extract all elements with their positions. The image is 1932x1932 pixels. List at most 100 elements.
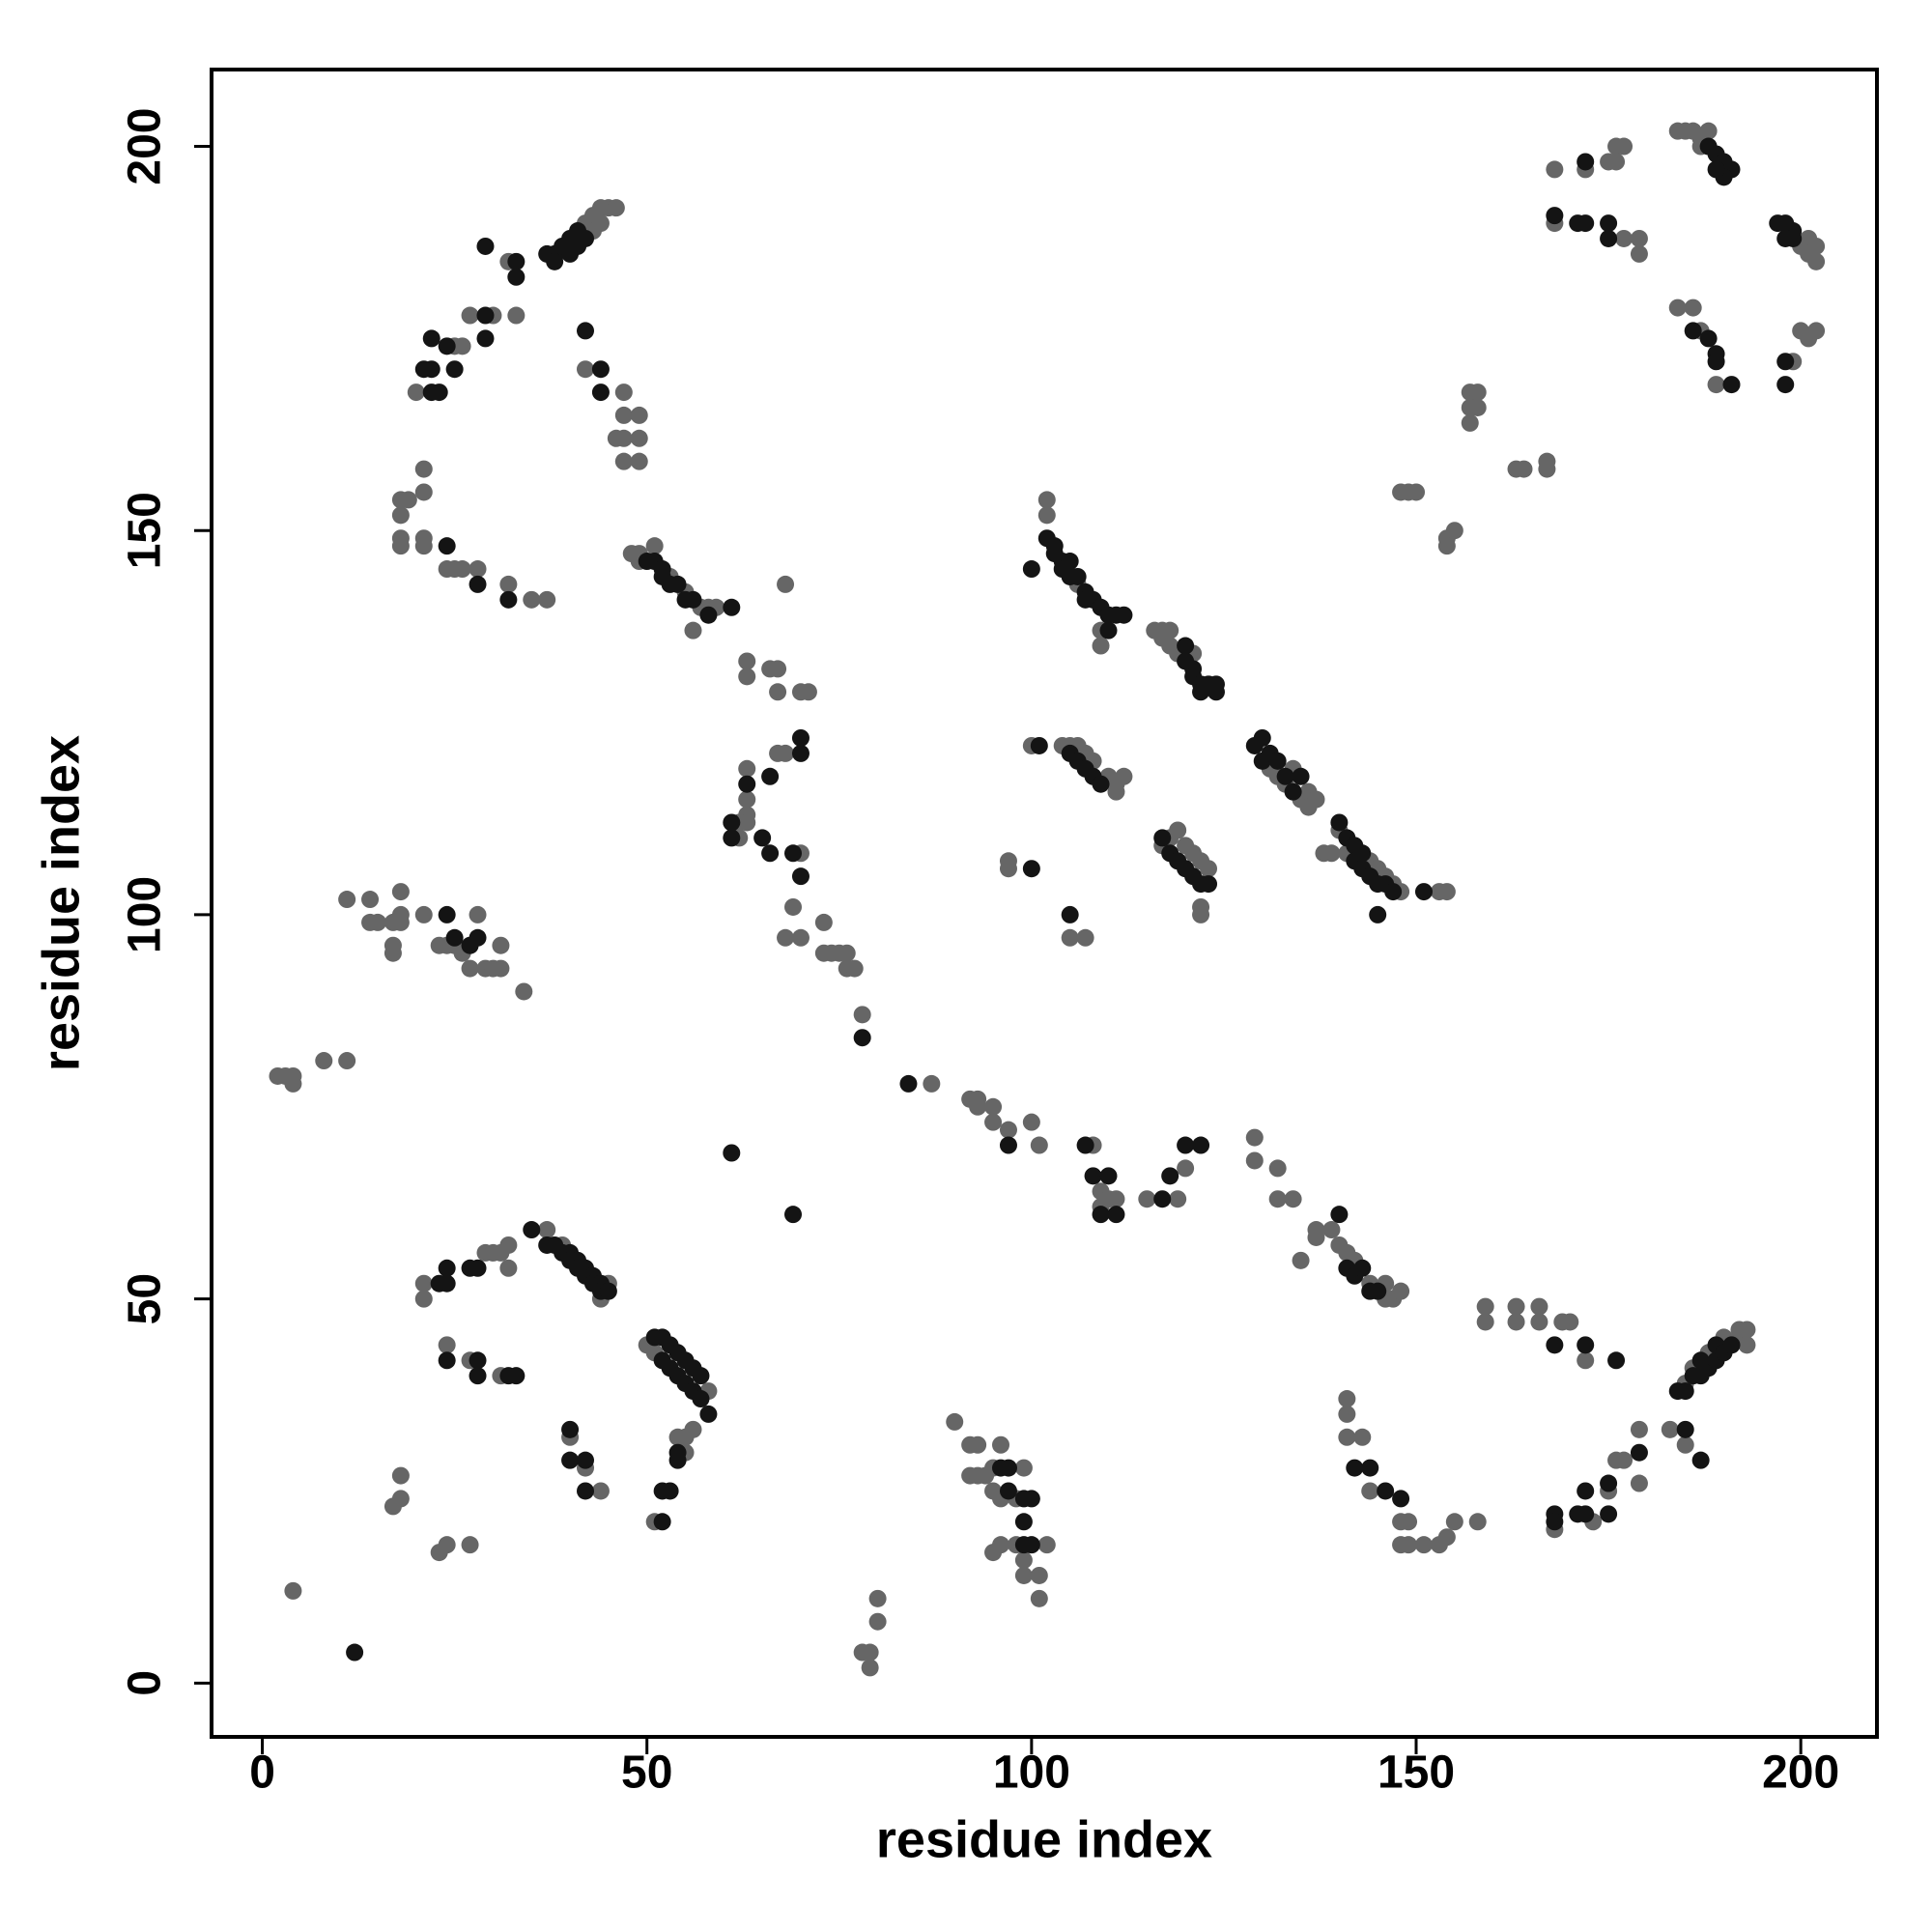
point: [1437, 537, 1456, 555]
point: [999, 1121, 1017, 1139]
point: [1353, 1259, 1372, 1277]
point: [422, 384, 440, 402]
point: [1177, 637, 1195, 655]
point: [1607, 1351, 1626, 1370]
point: [1161, 621, 1179, 639]
point: [577, 360, 595, 379]
point: [1630, 1474, 1648, 1492]
point: [438, 1536, 456, 1554]
point: [1776, 229, 1795, 247]
point: [1630, 244, 1648, 263]
y-tick-label: 150: [120, 492, 171, 569]
point: [723, 813, 741, 832]
point: [476, 329, 495, 348]
point: [791, 744, 810, 762]
point: [1099, 621, 1118, 639]
point: [999, 1136, 1017, 1154]
point: [1022, 1490, 1040, 1508]
point: [1192, 1136, 1210, 1154]
point: [777, 575, 795, 593]
point: [1353, 844, 1372, 863]
point: [1061, 905, 1079, 923]
point: [1284, 782, 1302, 801]
point: [315, 1052, 333, 1070]
point: [1676, 1420, 1694, 1438]
point: [1292, 1251, 1310, 1269]
point: [1115, 606, 1133, 624]
point: [1607, 153, 1626, 171]
point: [1600, 214, 1618, 233]
point: [1369, 905, 1387, 923]
point: [1461, 413, 1479, 432]
point: [391, 506, 410, 525]
point: [499, 1236, 518, 1254]
point: [1546, 1336, 1564, 1354]
point: [1668, 298, 1687, 317]
point: [399, 491, 417, 509]
point: [1245, 1151, 1264, 1170]
point: [999, 1482, 1017, 1500]
point: [984, 1113, 1003, 1131]
point: [1676, 1435, 1694, 1454]
point: [1107, 775, 1125, 793]
point: [338, 1052, 356, 1070]
point: [1037, 1536, 1056, 1554]
point: [1030, 1589, 1048, 1607]
point: [391, 1490, 410, 1508]
point: [738, 813, 756, 832]
point: [523, 1221, 541, 1239]
point: [853, 1029, 871, 1047]
point: [591, 214, 610, 233]
point: [369, 913, 387, 931]
point: [653, 1482, 671, 1500]
point: [699, 1405, 718, 1423]
point: [1615, 137, 1634, 156]
point: [438, 537, 456, 555]
point: [723, 1144, 741, 1162]
point: [1338, 1405, 1356, 1423]
point: [499, 1259, 518, 1277]
point: [1437, 1528, 1456, 1547]
point: [414, 1290, 433, 1308]
point: [1400, 1536, 1418, 1554]
point: [1346, 1459, 1364, 1477]
point: [1068, 567, 1087, 585]
point: [1307, 790, 1325, 809]
point: [1707, 160, 1725, 179]
point: [1014, 1513, 1033, 1531]
point: [814, 913, 833, 931]
point: [1107, 1206, 1125, 1224]
point: [723, 829, 741, 847]
point: [391, 537, 410, 555]
point: [469, 905, 487, 923]
point: [614, 384, 633, 402]
point: [1177, 1159, 1195, 1178]
point: [414, 360, 433, 379]
point: [992, 1435, 1010, 1454]
point: [515, 982, 533, 1001]
point: [861, 1659, 879, 1677]
point: [784, 844, 803, 863]
point: [414, 537, 433, 555]
point: [1437, 883, 1456, 901]
point: [1276, 767, 1294, 785]
point: [630, 429, 648, 447]
y-tick-label: 200: [120, 107, 171, 185]
point: [1361, 1482, 1379, 1500]
point: [1307, 1228, 1325, 1246]
point: [845, 959, 864, 978]
point: [338, 891, 356, 909]
point: [422, 329, 440, 348]
point: [684, 590, 702, 609]
point: [453, 560, 471, 579]
point: [738, 759, 756, 778]
point: [791, 928, 810, 947]
point: [999, 860, 1017, 878]
point: [1707, 353, 1725, 371]
y-axis-title: residue index: [32, 735, 90, 1071]
point: [645, 537, 664, 555]
point: [1353, 1428, 1372, 1446]
point: [899, 1074, 918, 1093]
point: [346, 1643, 364, 1662]
point: [469, 560, 487, 579]
